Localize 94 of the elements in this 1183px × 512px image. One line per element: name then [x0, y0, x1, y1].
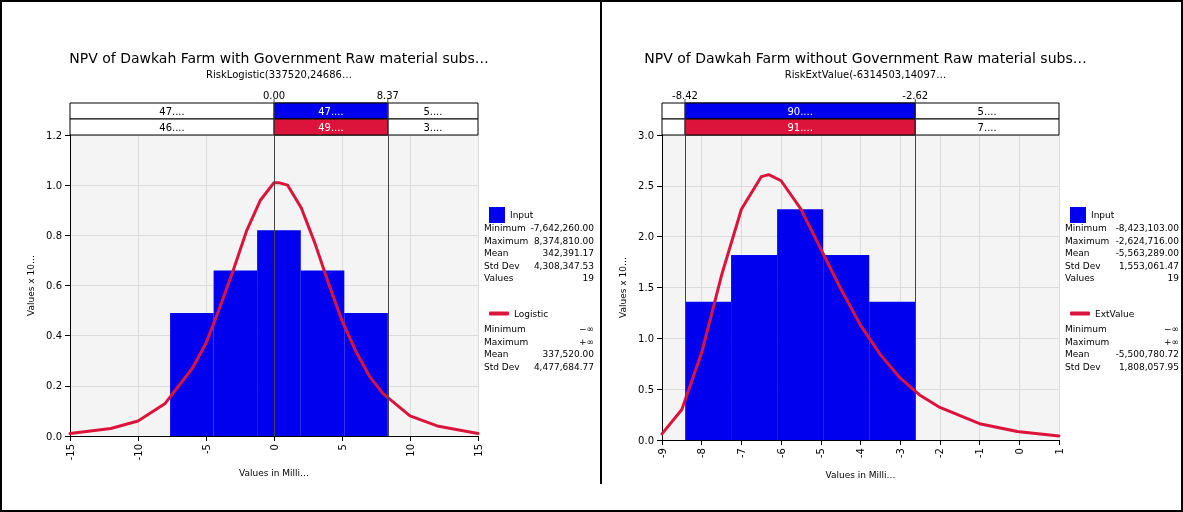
text: 5.... [423, 105, 443, 117]
x-tick-label: 5 [336, 444, 348, 451]
text: 19 [582, 273, 595, 283]
legend-label: Input [510, 210, 534, 220]
text: Mean [1065, 349, 1090, 359]
text: 49.... [318, 121, 344, 133]
text: Minimum [1065, 223, 1107, 233]
x-tick-label: 10 [404, 444, 416, 457]
text: Mean [484, 349, 509, 359]
x-tick-label: -8 [696, 448, 708, 458]
x-tick-label: -2 [934, 448, 946, 458]
legend-label: Logistic [514, 308, 549, 319]
text: 337,520.00 [542, 349, 595, 359]
y-axis-title: Values x 10… [25, 255, 36, 316]
text: 8,374,810.00 [533, 235, 595, 246]
text: Values [484, 273, 514, 283]
y-tick-label: 0.4 [46, 330, 62, 342]
text: −∞ [1163, 324, 1179, 334]
x-tick-label: -15 [64, 444, 76, 461]
text: Maximum [484, 235, 529, 246]
text: Std Dev [484, 260, 521, 271]
text: 7.... [977, 121, 997, 133]
chart-subtitle: RiskLogistic(337520,24686… [206, 68, 352, 80]
text: Mean [484, 248, 509, 258]
text: Maximum [484, 336, 529, 347]
text: 4,308,347.53 [533, 260, 594, 271]
y-axis-title: Values x 10… [617, 257, 628, 318]
text: Minimum [484, 223, 526, 233]
y-tick-label: 2.0 [638, 231, 654, 243]
text: 4,477,684.77 [533, 361, 594, 372]
x-tick-label: -7 [735, 448, 747, 458]
text: -5,563,289.00 [1115, 248, 1180, 258]
text: Values [1065, 273, 1095, 283]
text: 1,808,057.95 [1118, 361, 1179, 372]
x-tick-label: -1 [974, 448, 986, 458]
x-tick-label: -9 [656, 448, 668, 458]
x-tick-label: 15 [472, 444, 484, 457]
x-tick-label: -5 [200, 444, 212, 454]
x-tick-label: -5 [815, 448, 827, 458]
y-tick-label: 0.8 [46, 229, 62, 241]
text: -8,423,103.00 [1115, 223, 1180, 233]
text: -7,642,260.00 [530, 223, 595, 233]
text: +∞ [578, 336, 594, 347]
text: Std Dev [484, 361, 521, 372]
x-axis-title: Values in Milli… [238, 467, 310, 478]
y-tick-label: 0.6 [46, 280, 62, 291]
y-tick-label: 1.0 [46, 179, 62, 191]
text: Minimum [484, 324, 526, 334]
x-tick-label: 0 [268, 444, 280, 451]
text: Std Dev [1065, 260, 1102, 271]
text: 47.... [318, 105, 344, 117]
text: 5.... [977, 105, 997, 117]
x-axis-title: Values in Milli… [825, 469, 896, 480]
text: Std Dev [1065, 361, 1102, 372]
y-tick-label: 1.2 [46, 129, 62, 141]
ref-line-label: -8.42 [672, 89, 698, 101]
y-tick-label: 0.5 [638, 383, 654, 395]
x-tick-label: -4 [855, 448, 866, 458]
y-tick-label: 1.0 [638, 332, 654, 344]
text: -2,624,716.00 [1115, 235, 1180, 246]
text: Mean [1065, 248, 1090, 258]
ref-line-label: -2.62 [902, 89, 929, 101]
text: 342,391.17 [542, 248, 594, 258]
y-tick-label: 2.5 [638, 180, 654, 192]
text: 91.... [787, 121, 813, 133]
chart-title: NPV of Dawkah Farm without Government Raw material subs… [644, 50, 1087, 66]
text: 46.... [159, 121, 185, 133]
text: 3.... [423, 121, 443, 133]
text: 1,553,061.47 [1118, 260, 1179, 271]
text: Maximum [1065, 235, 1110, 246]
text: +∞ [1163, 336, 1179, 347]
ref-line-label: 8.37 [376, 89, 399, 101]
ref-line-label: 0.00 [262, 89, 286, 101]
text: 90.... [787, 105, 813, 117]
chart-title: NPV of Dawkah Farm with Government Raw material subs… [69, 50, 489, 66]
text: 19 [1167, 273, 1180, 283]
x-tick-label: 0 [1013, 448, 1025, 455]
x-tick-label: -10 [132, 444, 144, 461]
y-tick-label: 0.2 [46, 380, 62, 392]
y-tick-label: 3.0 [638, 129, 654, 141]
text: -5,500,780.72 [1115, 349, 1179, 359]
y-tick-label: 1.5 [638, 282, 654, 293]
text: Maximum [1065, 336, 1110, 347]
x-tick-label: 1 [1053, 448, 1065, 455]
x-tick-label: -6 [775, 448, 787, 458]
text: −∞ [578, 324, 594, 334]
chart-subtitle: RiskExtValue(-6314503,14097… [784, 68, 947, 80]
legend-label: ExtValue [1095, 308, 1135, 319]
text: 47.... [159, 105, 185, 117]
x-tick-label: -3 [894, 448, 906, 458]
y-tick-label: 0.0 [46, 430, 62, 442]
legend-label: Input [1091, 210, 1115, 220]
text: Minimum [1065, 324, 1107, 334]
y-tick-label: 0.0 [638, 434, 654, 446]
